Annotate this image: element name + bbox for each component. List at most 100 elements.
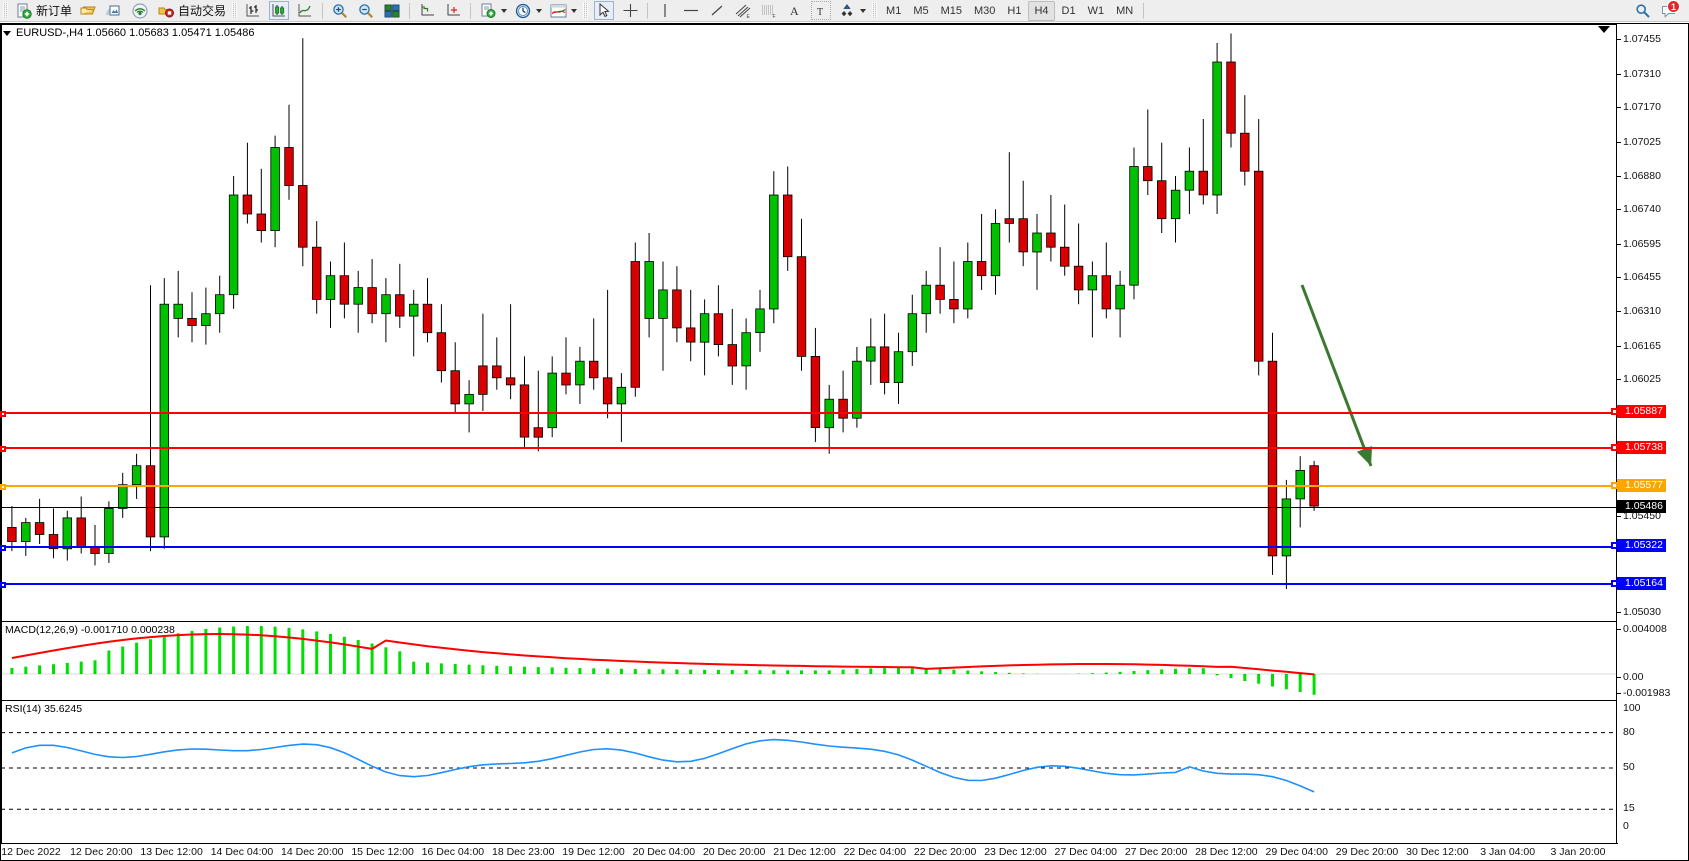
level-line-support[interactable] [0, 544, 1618, 551]
chevron-down-icon-2[interactable] [536, 8, 543, 13]
toolbar-grip[interactable] [3, 2, 8, 19]
price-level-tag-support[interactable]: 1.05322 [1611, 539, 1666, 553]
price-level-tag-support[interactable]: 1.05164 [1611, 576, 1666, 590]
toolbar-grip-4[interactable] [872, 2, 878, 19]
rsi-pane[interactable]: RSI(14) 35.6245 [1, 700, 1618, 844]
level-line-entry[interactable] [0, 484, 1618, 491]
folder-button[interactable] [76, 1, 100, 21]
line-chart-button[interactable] [293, 1, 317, 21]
period-button[interactable] [511, 1, 544, 21]
price-level-tag-entry[interactable]: 1.05577 [1611, 478, 1666, 492]
equidistant-channel-button[interactable]: E [731, 1, 755, 21]
tile-windows-icon [382, 1, 402, 20]
price-level-tag-resistance[interactable]: 1.05738 [1611, 440, 1666, 454]
auto-trade-icon [156, 1, 176, 20]
vline-icon [655, 1, 675, 20]
crosshair-button[interactable] [618, 1, 642, 21]
chart-window[interactable]: EURUSD-,H4 1.05660 1.05683 1.05471 1.054… [0, 23, 1689, 861]
time-tick: 3 Jan 04:00 [1480, 846, 1536, 858]
profile-button[interactable] [102, 1, 126, 21]
timeframe-m15-button[interactable]: M15 [940, 4, 962, 17]
chevron-down-icon[interactable] [501, 8, 508, 13]
price-tick: 1.06025 [1617, 373, 1661, 385]
timeframe-h4-button[interactable]: H4 [1028, 0, 1055, 21]
rsi-tick: 50 [1623, 761, 1635, 773]
timeframe-h1-button[interactable]: H1 [1007, 4, 1022, 17]
notification-button[interactable]: 1 [1657, 0, 1681, 21]
zoom-out-icon [356, 1, 376, 20]
time-tick: 27 Dec 20:00 [1124, 846, 1188, 858]
timeframe-m1-button[interactable]: M1 [886, 4, 902, 17]
timeframe-m5-button[interactable]: M5 [913, 4, 929, 17]
level-line-support[interactable] [0, 582, 1618, 589]
timeframe-mn-button[interactable]: MN [1116, 4, 1134, 17]
text-box-button[interactable]: T [809, 1, 833, 21]
fibonacci-button[interactable]: F [757, 1, 781, 21]
cursor-button[interactable] [592, 1, 616, 21]
time-tick: 18 Dec 23:00 [491, 846, 555, 858]
toolbar-grip-3[interactable] [583, 2, 589, 19]
crosshair-icon [620, 1, 640, 20]
candlestick-chart-button[interactable] [267, 1, 291, 21]
timeframe-d1-button[interactable]: D1 [1061, 4, 1076, 17]
toolbar-grip-2[interactable] [232, 2, 238, 19]
rsi-canvas [1, 732, 1618, 810]
rsi-label: RSI(14) 35.6245 [5, 703, 83, 715]
crosshair-axis-button[interactable] [441, 1, 465, 21]
level-line-resistance[interactable] [0, 446, 1618, 453]
time-tick: 12 Dec 2022 [1, 846, 61, 858]
time-tick: 12 Dec 20:00 [70, 846, 133, 858]
time-tick: 16 Dec 04:00 [421, 846, 485, 858]
level-line-resistance[interactable] [0, 410, 1618, 417]
trendline-button[interactable] [705, 1, 729, 21]
new-order-button[interactable]: 新订单 [12, 1, 74, 21]
bar-chart-icon [243, 1, 263, 20]
hline-button[interactable] [679, 1, 703, 21]
price-tick: 1.07025 [1617, 136, 1661, 148]
time-tick: 20 Dec 04:00 [632, 846, 696, 858]
text-label-button[interactable]: A [783, 1, 807, 21]
vline-button[interactable] [653, 1, 677, 21]
signal-button[interactable] [128, 1, 152, 21]
folder-icon [78, 1, 98, 20]
price-tick: 1.06595 [1617, 238, 1661, 250]
level-line-last-price[interactable] [1, 506, 1618, 508]
zoom-out-button[interactable] [354, 1, 378, 21]
period-clock-icon [513, 1, 533, 20]
chart-scroll-caret-icon[interactable] [1598, 26, 1610, 33]
time-scale[interactable]: 12 Dec 2022 12 Dec 20:00 13 Dec 12:00 14 De… [1, 843, 1618, 860]
price-level-tag-resistance[interactable]: 1.05887 [1611, 405, 1666, 419]
chart-menu-icon[interactable] [3, 30, 11, 36]
timeframe-w1-button[interactable]: W1 [1087, 4, 1105, 17]
indicators-icon [548, 1, 568, 20]
data-window-button[interactable] [415, 1, 439, 21]
time-tick: 19 Dec 12:00 [562, 846, 625, 858]
svg-text:E: E [747, 14, 751, 19]
macd-label: MACD(12,26,9) -0.001710 0.000238 [5, 624, 175, 636]
chevron-down-icon-3[interactable] [571, 8, 578, 13]
new-chart-button[interactable] [476, 1, 509, 21]
time-tick: 20 Dec 20:00 [702, 846, 766, 858]
indicators-button[interactable] [546, 1, 579, 21]
time-tick: 27 Dec 04:00 [1054, 846, 1117, 858]
price-tick: 1.07170 [1617, 101, 1661, 113]
zoom-in-button[interactable] [328, 1, 352, 21]
tile-windows-button[interactable] [380, 1, 404, 21]
timeframe-group: M1 M5 M15 M30 H1 H4 D1 W1 MN [880, 0, 1139, 21]
price-level-tag-last-price[interactable]: 1.05486 [1617, 500, 1666, 514]
cursor-icon [594, 1, 615, 20]
search-button[interactable] [1631, 1, 1655, 21]
price-scale[interactable]: 1.07455 1.07310 1.07170 1.07025 1.06880 1.067… [1611, 24, 1688, 860]
price-pane[interactable] [0, 24, 1618, 620]
shapes-button[interactable] [835, 1, 868, 21]
chevron-down-icon-4[interactable] [860, 8, 867, 13]
time-tick: 23 Dec 12:00 [984, 846, 1047, 858]
auto-trade-button[interactable]: 自动交易 [154, 1, 228, 21]
macd-pane[interactable]: MACD(12,26,9) -0.001710 0.000238 [1, 621, 1618, 699]
profile-icon [104, 1, 124, 20]
time-tick: 22 Dec 20:00 [913, 846, 977, 858]
text-label-icon: A [785, 1, 805, 20]
timeframe-m30-button[interactable]: M30 [974, 4, 996, 17]
bar-chart-button[interactable] [241, 1, 265, 21]
crosshair-axis-icon [443, 1, 463, 20]
